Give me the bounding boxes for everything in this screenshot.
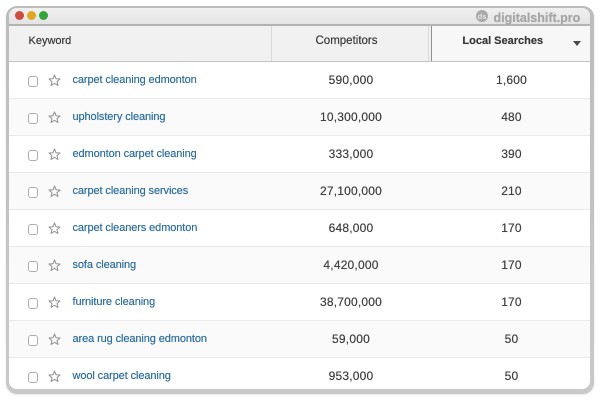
svg-text:ds: ds [477,12,486,21]
